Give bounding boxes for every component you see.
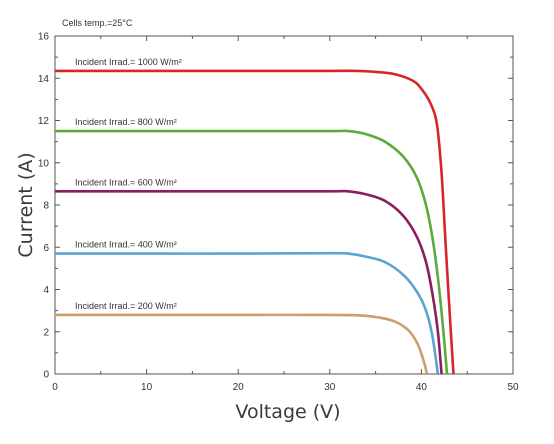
y-tick-label: 6 — [43, 243, 49, 254]
temperature-annotation: Cells temp.=25°C — [62, 18, 133, 28]
y-tick-label: 2 — [43, 327, 49, 338]
y-axis-ticks: 0 2 4 6 8 10 12 14 16 — [38, 32, 513, 381]
y-tick-label: 8 — [43, 201, 49, 212]
x-tick-label: 0 — [52, 382, 58, 393]
series-lines — [55, 69, 455, 375]
series-label: Incident Irrad.= 800 W/m² — [75, 117, 177, 127]
x-tick-label: 20 — [233, 382, 245, 393]
series-line — [55, 189, 443, 375]
y-tick-label: 16 — [38, 32, 50, 43]
y-tick-label: 10 — [38, 158, 50, 169]
y-tick-label: 0 — [43, 370, 49, 381]
series-line — [55, 69, 455, 375]
x-tick-label: 50 — [507, 382, 519, 393]
x-axis-ticks: 0 10 20 30 40 50 — [52, 36, 519, 393]
series-line — [55, 129, 449, 375]
series-label: Incident Irrad.= 600 W/m² — [75, 177, 177, 187]
series-label: Incident Irrad.= 200 W/m² — [75, 301, 177, 311]
series-labels: Incident Irrad.= 1000 W/m² Incident Irrad… — [75, 57, 182, 311]
series-line — [55, 251, 440, 375]
x-tick-label: 10 — [141, 382, 153, 393]
x-tick-label: 40 — [416, 382, 428, 393]
y-tick-label: 14 — [38, 74, 50, 85]
series-label: Incident Irrad.= 1000 W/m² — [75, 57, 182, 67]
y-axis-title: Current (A) — [15, 152, 37, 257]
y-tick-label: 12 — [38, 116, 50, 127]
y-tick-label: 4 — [43, 285, 49, 296]
x-tick-label: 30 — [324, 382, 336, 393]
series-line — [55, 313, 429, 375]
x-axis-title: Voltage (V) — [235, 401, 340, 423]
series-label: Incident Irrad.= 400 W/m² — [75, 240, 177, 250]
